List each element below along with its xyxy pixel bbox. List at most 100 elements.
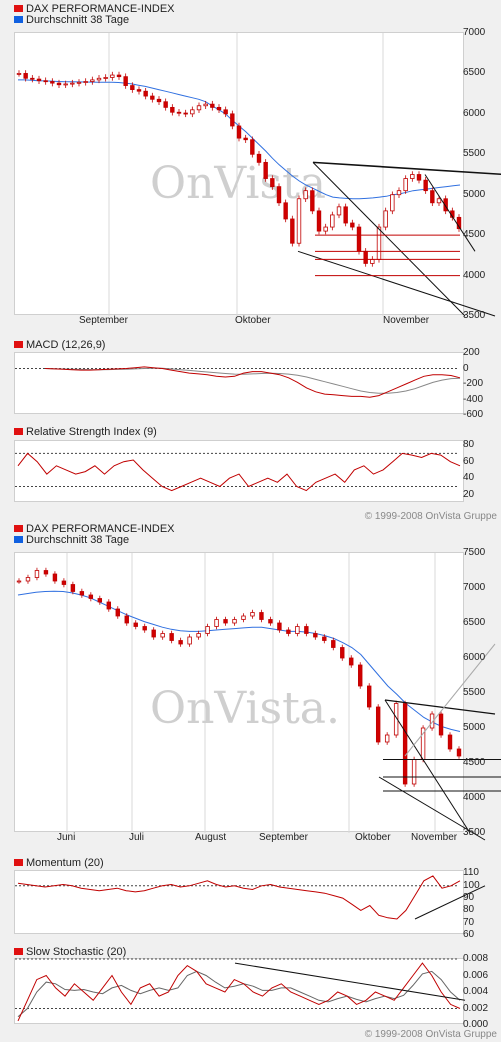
watermark: OnVista	[150, 158, 326, 209]
candle	[411, 759, 417, 785]
legend-momentum: Momentum (20)	[14, 858, 104, 869]
candle	[447, 734, 453, 750]
chart-svg: OnVista.	[16, 553, 501, 841]
legend-dax-2: DAX PERFORMANCE-INDEX	[14, 524, 175, 535]
candle	[23, 73, 28, 79]
candle	[52, 573, 58, 582]
candle	[136, 89, 142, 92]
y-tick-label: 7000	[463, 27, 486, 38]
candle	[187, 636, 192, 645]
legend-stochastic: Slow Stochastic (20)	[14, 947, 126, 958]
x-tick-label: September	[259, 832, 308, 843]
y-tick-label: 6500	[463, 617, 486, 628]
copyright-1: © 1999-2008 OnVista Gruppe	[364, 511, 497, 522]
candle	[96, 77, 102, 81]
y-tick-label: -600	[463, 409, 484, 420]
y-tick-label: 6500	[463, 67, 486, 79]
candle	[16, 580, 22, 583]
x-tick-label: August	[195, 832, 227, 843]
candle	[30, 77, 35, 80]
legend-swatch	[14, 341, 23, 348]
candle	[383, 210, 388, 228]
y-tick-label: 80	[463, 439, 475, 451]
candle	[214, 619, 219, 627]
candle	[270, 178, 275, 188]
y-tick-label: 5000	[463, 188, 486, 200]
candle	[56, 82, 62, 86]
candle	[286, 629, 291, 634]
candle	[304, 626, 309, 634]
candle	[163, 101, 168, 108]
y-tick-label: 7500	[463, 547, 486, 558]
legend-swatch	[14, 948, 23, 955]
candle	[170, 106, 175, 113]
candle	[50, 81, 55, 84]
y-tick-label: 5500	[463, 148, 486, 160]
candle	[283, 202, 288, 220]
candle	[63, 83, 68, 86]
candle	[150, 95, 155, 100]
candle	[160, 633, 165, 638]
candle	[330, 214, 335, 228]
candle	[430, 190, 435, 204]
candle	[250, 612, 255, 617]
candle	[423, 179, 428, 192]
candle	[331, 640, 336, 648]
candle	[322, 636, 327, 641]
chart-svg	[15, 366, 461, 398]
candle	[106, 601, 111, 610]
candle	[296, 198, 302, 244]
candle	[178, 640, 183, 645]
candle	[36, 78, 42, 82]
legend-label: Relative Strength Index (9)	[26, 426, 157, 438]
y-tick-label: 6000	[463, 107, 486, 119]
candle	[393, 703, 399, 736]
stoch-k-line	[17, 962, 461, 1022]
candle	[123, 76, 128, 86]
trend-line	[312, 161, 501, 176]
trend-line	[384, 699, 496, 715]
legend-label: DAX PERFORMANCE-INDEX	[26, 3, 175, 15]
y-tick-label: 0.000	[463, 1019, 489, 1030]
y-tick-label: 6000	[463, 652, 486, 663]
candle	[336, 206, 342, 216]
legend-swatch	[14, 428, 23, 435]
candle	[133, 622, 138, 627]
candle	[70, 82, 75, 85]
candle	[88, 594, 94, 599]
legend-rsi: Relative Strength Index (9)	[14, 427, 157, 438]
candle	[124, 615, 129, 624]
legend-label: Durchschnitt 38 Tage	[26, 14, 130, 26]
y-tick-label: 40	[463, 472, 475, 484]
legend-label: Momentum (20)	[26, 857, 104, 869]
y-tick-label: 4500	[463, 229, 486, 241]
candle	[243, 137, 248, 141]
candle	[25, 577, 31, 582]
legend-sma-1: Durchschnitt 38 Tage	[14, 15, 129, 26]
trend-line	[424, 174, 476, 252]
x-tick-label: Oktober	[355, 832, 391, 843]
trend-line	[312, 162, 466, 317]
candle	[367, 685, 372, 708]
y-tick-label: 4000	[463, 792, 486, 803]
trend-line	[234, 962, 466, 1001]
candle	[316, 210, 322, 232]
legend-label: Slow Stochastic (20)	[26, 946, 127, 958]
rsi-chart: 80 60 40 20	[14, 439, 474, 502]
candle	[375, 706, 381, 743]
candle	[34, 570, 40, 578]
candle	[90, 79, 95, 82]
trend-line	[378, 776, 486, 841]
legend-macd: MACD (12,26,9)	[14, 340, 105, 351]
y-tick-label: 90	[463, 892, 475, 904]
candle	[290, 218, 295, 244]
candle	[83, 81, 88, 83]
momentum-chart: 110 100 90 80 70 60	[14, 867, 486, 940]
candle	[196, 105, 202, 111]
stochastic-chart: 0.008 0.006 0.004 0.002 0.000	[14, 953, 488, 1030]
candle	[70, 584, 76, 592]
candle	[403, 178, 408, 192]
y-tick-label: 4500	[463, 757, 486, 768]
candle	[384, 734, 390, 743]
candle	[390, 194, 395, 212]
